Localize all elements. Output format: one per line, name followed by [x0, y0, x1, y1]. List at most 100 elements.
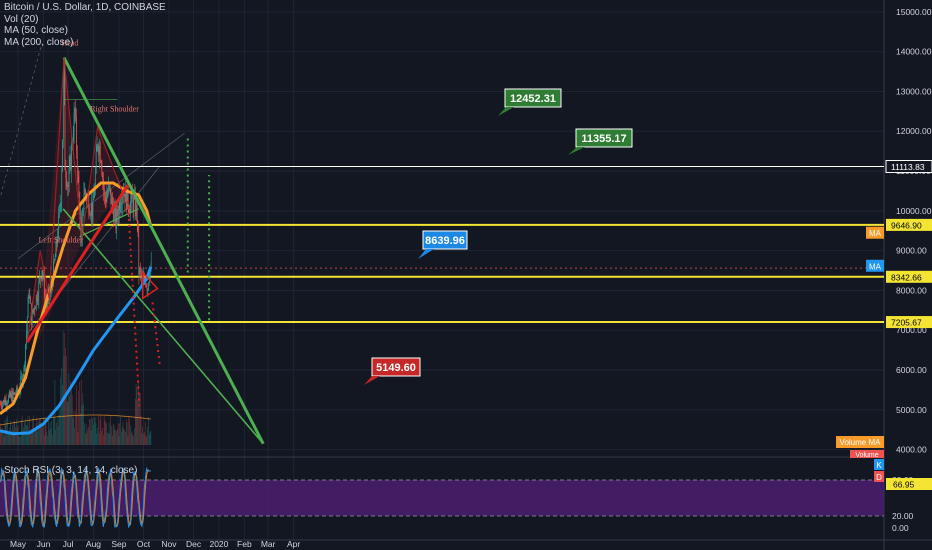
volume-bar [91, 417, 93, 445]
candle-body [139, 268, 140, 275]
candle-body [105, 198, 107, 202]
volume-bar [150, 431, 152, 445]
callout-text: 5149.60 [376, 362, 416, 374]
volume-bar [135, 399, 136, 445]
candle-body [99, 146, 101, 162]
rsi-k-line [0, 466, 151, 529]
candle-body [62, 98, 64, 140]
volume-indicator-label[interactable]: Vol (20) [4, 13, 39, 25]
candle-body [20, 376, 21, 389]
volume-bar [50, 428, 52, 445]
volume-bar [144, 432, 145, 445]
volume-bar [121, 426, 123, 445]
volume-bar [135, 384, 137, 445]
callout-5149: 5149.60 [364, 357, 421, 385]
annotation-left-shoulder: Left Shoulder [39, 236, 84, 245]
ma50-indicator-label[interactable]: MA (50, close) [4, 25, 68, 36]
candle-body [99, 146, 100, 155]
candle-body [83, 194, 84, 212]
candle-body [53, 260, 55, 262]
candle-body [73, 112, 75, 140]
volume-bar [36, 417, 38, 445]
volume-bar [82, 393, 84, 445]
candle-body [69, 157, 71, 169]
volume-bar [136, 387, 138, 445]
channel-line [0, 43, 43, 196]
callout-12452: 12452.31 [498, 88, 562, 116]
volume-bar [148, 417, 149, 445]
volume-bar [148, 434, 150, 445]
candle-body [15, 394, 16, 396]
volume-bar [103, 415, 105, 445]
candle-body [33, 308, 34, 312]
candle-body [76, 116, 77, 151]
volume-bar [39, 418, 40, 445]
callout-box [504, 88, 562, 108]
candle-body [119, 202, 121, 210]
volume-bar [49, 421, 51, 445]
volume-bar [103, 435, 104, 445]
volume-bar [15, 427, 16, 445]
candle-body [147, 289, 148, 291]
candle-body [16, 387, 17, 395]
volume-bar [5, 424, 7, 445]
candle-body [130, 201, 131, 213]
volume-bar [108, 422, 110, 445]
ma200-indicator-label[interactable]: MA (200, close) [4, 36, 74, 48]
volume-bar [139, 393, 141, 445]
volume-bar [17, 425, 19, 445]
support-trendline [62, 208, 264, 445]
volume-bar [69, 396, 70, 445]
time-tick-label: Jun [37, 539, 51, 549]
volume-bar [8, 433, 10, 445]
chart-legend: Bitcoin / U.S. Dollar, 1D, COINBASE Vol … [4, 2, 166, 48]
candle-body [30, 296, 31, 304]
volume-bar [52, 434, 53, 445]
time-tick-label: Nov [161, 539, 177, 549]
level-price-tag [885, 160, 932, 174]
candle-body [120, 205, 121, 210]
symbol-title[interactable]: Bitcoin / U.S. Dollar, 1D, COINBASE [4, 2, 166, 13]
volume-bar [70, 381, 71, 445]
callout-pointer [568, 147, 585, 155]
volume-bar [57, 419, 58, 445]
candle-body [58, 213, 59, 238]
callout-pointer [418, 249, 434, 259]
volume-bar [51, 420, 52, 445]
rsi-k-badge-text: K [876, 461, 882, 470]
candle-body [148, 282, 149, 290]
volume-bar [98, 433, 100, 445]
volume-bar [30, 433, 31, 445]
candle-body [135, 205, 137, 217]
candle-body [35, 307, 36, 309]
volume-bar [71, 384, 72, 445]
candle-body [141, 277, 143, 278]
volume-bar [60, 377, 61, 445]
candle-body [62, 139, 63, 172]
candle-body [144, 277, 145, 282]
volume-bar [80, 379, 82, 445]
bearish-projection [126, 200, 141, 406]
volume-bar [95, 422, 97, 445]
ma50-line [0, 181, 153, 415]
volume-bar [134, 428, 135, 445]
volume-bar [106, 423, 107, 445]
time-tick-label: Oct [137, 539, 151, 549]
candle-body [136, 205, 138, 221]
volume-bar [64, 332, 66, 445]
annotation-head: Head [62, 39, 79, 48]
candle-body [24, 363, 25, 367]
volume-bar [141, 433, 143, 445]
volume-bar [34, 432, 35, 445]
volume-bar [0, 423, 2, 445]
candle-body [132, 199, 134, 212]
price-tick-label: 13000.00 [896, 86, 932, 96]
head-shading [37, 57, 84, 343]
stoch-rsi-label[interactable]: Stoch RSI (3, 3, 14, 14, close) [4, 465, 138, 476]
volume-bar [145, 436, 147, 445]
candle-body [140, 268, 141, 273]
volume-bar [89, 419, 91, 445]
candle-body [11, 393, 12, 402]
candle-body [115, 208, 116, 229]
